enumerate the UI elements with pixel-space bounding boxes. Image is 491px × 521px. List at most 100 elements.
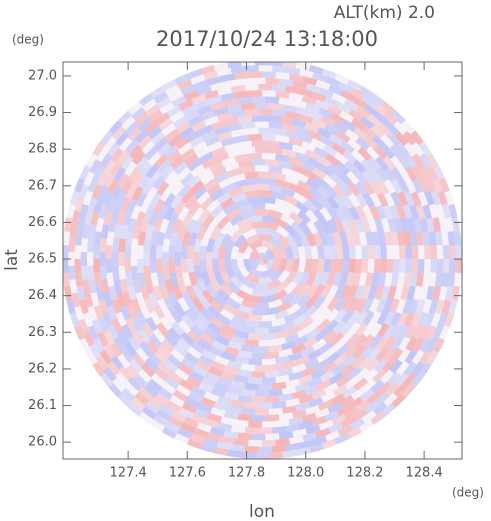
radar-cell	[449, 245, 456, 259]
radar-cell	[265, 259, 275, 270]
radar-cell	[262, 294, 276, 303]
radar-cell	[84, 210, 94, 226]
radar-cell	[215, 171, 230, 184]
radar-cell	[318, 340, 334, 354]
radar-cell	[327, 162, 343, 176]
radar-cell	[244, 190, 259, 199]
radar-cell	[445, 286, 454, 301]
radar-cell	[165, 421, 181, 434]
radar-cell	[237, 413, 252, 422]
radar-cell	[265, 395, 280, 403]
radar-cell	[170, 309, 183, 324]
radar-cell	[409, 272, 418, 287]
radar-cell	[220, 371, 236, 381]
radar-cell	[258, 446, 273, 453]
radar-cell	[444, 312, 455, 328]
radar-cell	[198, 151, 214, 164]
radar-cell	[355, 310, 368, 326]
radar-cell	[282, 449, 297, 458]
radar-cell	[236, 217, 251, 229]
radar-cell	[187, 259, 195, 273]
radar-cell	[111, 204, 122, 220]
radar-cell	[417, 311, 429, 327]
radar-cell	[270, 245, 281, 259]
y-tick-label: 26.8	[28, 142, 57, 157]
radar-cell	[426, 217, 435, 233]
radar-cell	[107, 142, 121, 157]
radar-cell	[275, 153, 290, 163]
radar-cell	[285, 442, 301, 452]
radar-cell	[307, 130, 323, 142]
radar-cell	[347, 284, 359, 300]
radar-cell	[320, 283, 332, 299]
radar-cell	[409, 298, 420, 314]
radar-cell	[254, 365, 270, 372]
radar-cell	[121, 324, 134, 340]
radar-cell	[216, 441, 232, 451]
radar-cell	[167, 370, 183, 384]
radar-cell	[373, 245, 381, 259]
radar-cell	[390, 191, 402, 207]
radar-cell	[395, 204, 407, 220]
radar-cell	[316, 379, 332, 391]
radar-cell	[403, 231, 412, 246]
radar-cell	[214, 271, 226, 286]
radar-cell	[127, 335, 141, 351]
radar-cell	[316, 185, 331, 200]
radar-cell	[327, 401, 343, 414]
radar-cell	[241, 407, 256, 416]
radar-cell	[124, 245, 132, 259]
radar-cell	[166, 105, 182, 118]
radar-cell	[237, 432, 252, 440]
radar-cell	[305, 83, 321, 94]
radar-cell	[99, 153, 113, 169]
radar-cell	[233, 269, 247, 284]
radar-cell	[196, 277, 208, 293]
radar-cell	[291, 163, 306, 175]
radar-cell	[244, 382, 259, 391]
radar-cell	[258, 402, 273, 410]
radar-cell	[203, 177, 219, 191]
radar-cell	[282, 405, 297, 414]
radar-cell	[230, 66, 246, 74]
radar-cell	[380, 245, 387, 259]
radar-cell	[224, 345, 240, 356]
radar-cell	[265, 115, 280, 123]
radar-cell	[432, 177, 444, 193]
radar-cell	[247, 177, 262, 186]
radar-cell	[348, 108, 364, 122]
radar-cell	[268, 121, 283, 130]
radar-cell	[377, 180, 390, 196]
radar-cell	[210, 146, 226, 158]
radar-cell	[173, 161, 188, 175]
radar-cell	[93, 259, 101, 273]
radar-cell	[138, 328, 151, 344]
radar-cell	[439, 177, 450, 193]
radar-cell	[285, 423, 300, 433]
radar-cell	[262, 240, 276, 251]
radar-cell	[227, 405, 242, 414]
radar-cell	[430, 190, 442, 206]
radar-cell	[336, 404, 352, 416]
y-tick-label: 26.6	[28, 215, 57, 230]
radar-cell	[118, 366, 133, 381]
radar-cell	[132, 353, 146, 368]
radar-cell	[312, 295, 326, 310]
radar-cell	[234, 438, 249, 446]
radar-cell	[335, 374, 351, 388]
radar-cell	[349, 417, 365, 431]
radar-cell	[128, 358, 143, 374]
radar-cell	[424, 190, 435, 206]
radar-cell	[102, 311, 114, 327]
radar-cell	[299, 439, 314, 449]
radar-cell	[103, 343, 116, 359]
radar-cell	[336, 102, 352, 114]
radar-cell	[255, 408, 269, 416]
radar-cell	[190, 180, 205, 194]
radar-cell	[179, 126, 195, 140]
radar-cell	[448, 203, 458, 219]
radar-cell	[285, 85, 300, 95]
radar-cell	[367, 346, 381, 362]
radar-cell	[275, 329, 290, 339]
radar-cell	[415, 272, 424, 287]
